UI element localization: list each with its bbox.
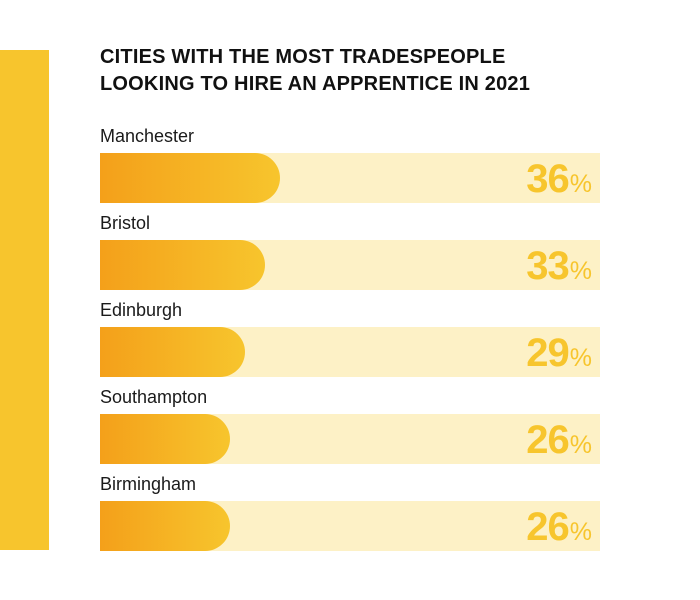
data-label-percent: % (569, 431, 592, 459)
accent-bar (0, 50, 49, 550)
bar-row: Edinburgh 29% (100, 299, 600, 386)
bar-row: Bristol 33% (100, 212, 600, 299)
bar-row: Manchester 36% (100, 125, 600, 212)
bar-track: 33% (100, 240, 600, 290)
bar (100, 414, 230, 464)
data-label-value: 33 (526, 244, 569, 288)
data-label: 36% (526, 159, 592, 199)
category-label: Southampton (100, 387, 208, 407)
bar (100, 327, 245, 377)
bar-row: Southampton 26% (100, 386, 600, 473)
bar-track: 36% (100, 153, 600, 203)
bar-track: 26% (100, 414, 600, 464)
bar-track: 29% (100, 327, 600, 377)
category-label: Bristol (100, 213, 151, 233)
category-label: Birmingham (100, 474, 197, 494)
data-label-percent: % (569, 257, 592, 285)
data-label: 29% (526, 333, 592, 373)
chart-title-line-1: CITIES WITH THE MOST TRADESPEOPLE (100, 46, 506, 68)
bar-track: 26% (100, 501, 600, 551)
data-label: 26% (526, 420, 592, 460)
bar (100, 240, 265, 290)
data-label-value: 29 (526, 331, 569, 375)
bar (100, 153, 280, 203)
bar-chart: Manchester 36% Bristol 33% Edinburgh 29% South… (100, 125, 600, 560)
data-label-value: 36 (526, 157, 569, 201)
data-label-value: 26 (526, 505, 569, 549)
category-label: Manchester (100, 126, 195, 146)
data-label: 26% (526, 507, 592, 547)
data-label-percent: % (569, 344, 592, 372)
chart-title: CITIES WITH THE MOST TRADESPEOPLE LOOKIN… (100, 44, 620, 98)
bar-row: Birmingham 26% (100, 473, 600, 560)
chart-title-line-2: LOOKING TO HIRE AN APPRENTICE IN 2021 (100, 73, 531, 95)
data-label-percent: % (569, 170, 592, 198)
data-label: 33% (526, 246, 592, 286)
data-label-percent: % (569, 518, 592, 546)
data-label-value: 26 (526, 418, 569, 462)
category-label: Edinburgh (100, 300, 183, 320)
bar (100, 501, 230, 551)
